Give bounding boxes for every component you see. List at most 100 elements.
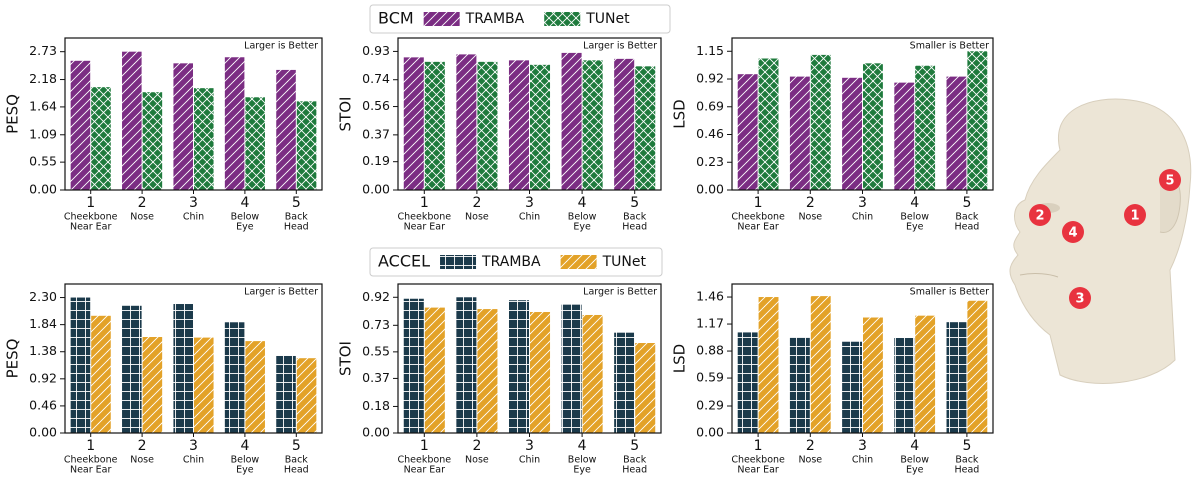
sensor-marker	[1069, 287, 1091, 309]
x-tick-label: 1	[754, 438, 763, 454]
bar	[582, 314, 603, 433]
x-tick-label: 1	[754, 195, 763, 211]
bar	[508, 60, 529, 191]
mouth	[1019, 273, 1059, 278]
plot-frame	[64, 37, 323, 191]
y-tick-label: 0.92	[29, 370, 57, 385]
x-tick-sublabel: Back	[623, 212, 647, 223]
x-tick-sublabel: Near Ear	[404, 222, 446, 233]
bar	[70, 60, 91, 190]
bar	[561, 52, 582, 190]
x-tick-label: 4	[578, 195, 587, 211]
x-tick-sublabel: Nose	[130, 455, 154, 466]
bar	[70, 297, 91, 433]
x-tick-sublabel: Nose	[798, 455, 822, 466]
bar	[245, 97, 265, 190]
bar	[915, 65, 936, 190]
legend-swatch	[423, 12, 460, 26]
x-tick-sublabel: Head	[954, 222, 979, 233]
x-tick-label: 5	[630, 195, 639, 211]
bar	[614, 58, 635, 190]
bar	[456, 54, 477, 191]
bar	[91, 315, 111, 433]
annotation: Larger is Better	[244, 41, 318, 52]
x-tick-label: 5	[292, 438, 301, 454]
y-tick-label: 0.59	[696, 370, 724, 385]
bar	[789, 337, 810, 433]
x-tick-label: 2	[806, 195, 815, 211]
x-tick-sublabel: Chin	[852, 212, 873, 223]
y-tick-label: 0.88	[696, 343, 724, 358]
y-tick-label: 0.73	[362, 317, 390, 332]
bar	[245, 341, 265, 433]
x-tick-sublabel: Below	[568, 455, 597, 466]
x-tick-sublabel: Cheekbone	[731, 212, 785, 223]
bar	[296, 101, 317, 190]
x-tick-sublabel: Back	[955, 455, 979, 466]
head	[1009, 98, 1192, 384]
bar	[173, 63, 193, 191]
x-tick-sublabel: Below	[568, 212, 597, 223]
x-tick-sublabel: Near Ear	[737, 465, 779, 476]
legend-label: TRAMBA	[481, 254, 541, 270]
bar	[789, 76, 810, 190]
y-tick-label: 0.00	[696, 425, 724, 440]
y-tick-label: 1.17	[696, 316, 724, 331]
y-tick-label: 0.23	[696, 154, 724, 169]
x-tick-sublabel: Below	[231, 212, 260, 223]
x-tick-sublabel: Chin	[183, 455, 204, 466]
y-tick-label: 0.92	[362, 289, 390, 304]
x-tick-label: 4	[578, 438, 587, 454]
bar	[758, 58, 779, 191]
x-tick-sublabel: Below	[900, 212, 929, 223]
x-tick-sublabel: Head	[954, 465, 979, 476]
plot-frame	[731, 37, 994, 191]
x-tick-label: 2	[806, 438, 815, 454]
x-tick-label: 2	[138, 438, 147, 454]
x-tick-label: 4	[240, 195, 249, 211]
x-tick-label: 3	[858, 195, 867, 211]
x-tick-sublabel: Eye	[573, 222, 591, 233]
x-tick-sublabel: Near Ear	[737, 222, 779, 233]
bar	[737, 74, 758, 190]
x-tick-sublabel: Chin	[519, 212, 540, 223]
legend-label: TUNet	[602, 254, 647, 270]
x-tick-sublabel: Near Ear	[404, 465, 446, 476]
y-tick-label: 0.92	[696, 71, 724, 86]
y-tick-label: 1.64	[29, 98, 57, 113]
sensor-marker	[1159, 169, 1181, 191]
annotation: Smaller is Better	[910, 287, 989, 298]
x-tick-label: 3	[858, 438, 867, 454]
legend-label: TUNet	[585, 11, 630, 27]
sensor-marker-label: 5	[1165, 174, 1174, 189]
y-tick-label: 0.00	[29, 425, 57, 440]
x-tick-sublabel: Back	[623, 455, 647, 466]
x-tick-sublabel: Eye	[236, 222, 254, 233]
y-tick-label: 0.00	[696, 182, 724, 197]
y-axis-label: STOI	[337, 341, 355, 376]
y-tick-label: 1.09	[29, 126, 57, 141]
x-tick-sublabel: Eye	[906, 465, 924, 476]
bar	[561, 304, 582, 433]
sensor-marker	[1062, 221, 1084, 243]
y-tick-label: 0.55	[362, 343, 390, 358]
bar	[122, 305, 142, 433]
bar	[424, 61, 445, 190]
y-tick-label: 0.19	[362, 153, 390, 168]
bar	[224, 322, 245, 433]
y-tick-label: 1.38	[29, 343, 57, 358]
x-tick-sublabel: Chin	[852, 455, 873, 466]
plot-frame	[731, 283, 994, 434]
x-tick-sublabel: Back	[285, 212, 309, 223]
bar	[810, 296, 831, 433]
x-tick-label: 2	[138, 195, 147, 211]
bar	[508, 300, 529, 433]
x-tick-label: 1	[420, 438, 429, 454]
x-tick-sublabel: Below	[231, 455, 260, 466]
x-tick-sublabel: Below	[900, 455, 929, 466]
bar	[946, 322, 967, 433]
x-tick-label: 2	[472, 438, 481, 454]
x-tick-label: 5	[962, 438, 971, 454]
bar	[142, 337, 163, 433]
